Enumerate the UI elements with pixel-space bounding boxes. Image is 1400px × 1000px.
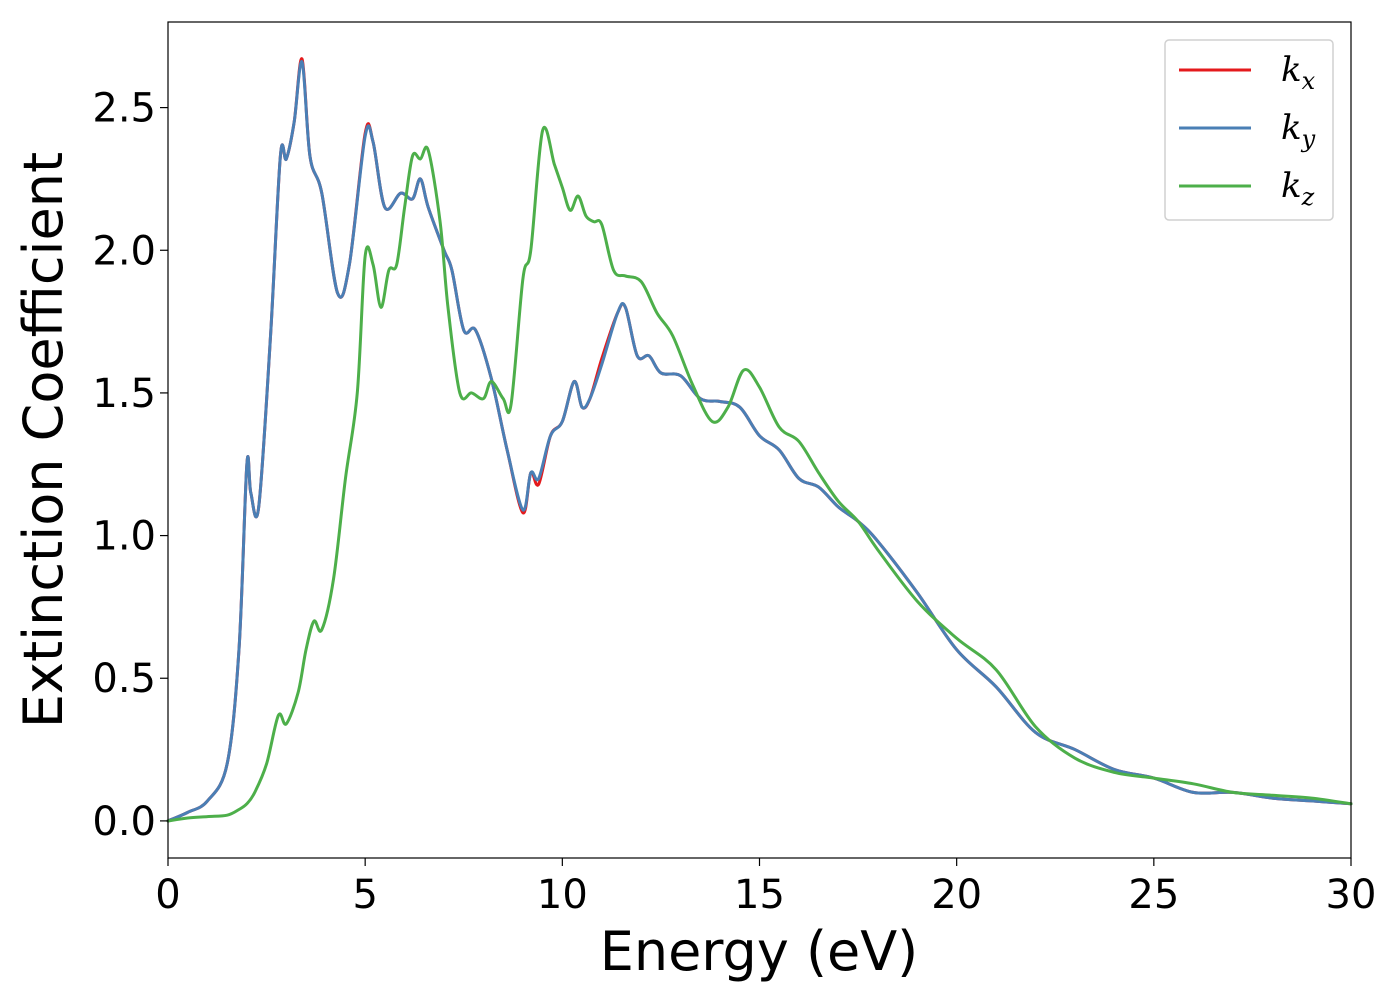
x-tick-label: 15: [734, 872, 785, 918]
x-tick-label: 25: [1128, 872, 1179, 918]
x-axis: 0 5 10 15 20 25 30: [155, 858, 1376, 918]
y-tick-label: 0.5: [92, 656, 156, 702]
x-tick-label: 5: [352, 872, 377, 918]
plot-area: [168, 22, 1351, 858]
y-tick-label: 2.0: [92, 228, 156, 274]
x-tick-label: 0: [155, 872, 180, 918]
y-tick-label: 2.5: [92, 86, 156, 132]
y-axis: 0.0 0.5 1.0 1.5 2.0 2.5: [92, 86, 168, 845]
legend-box: [1164, 39, 1334, 221]
y-axis-title: Extinction Coefficient: [12, 152, 75, 728]
series-layer: [166, 57, 1353, 823]
x-tick-label: 10: [537, 872, 588, 918]
x-axis-title: Energy (eV): [600, 920, 919, 983]
y-tick-label: 1.5: [92, 371, 156, 417]
y-tick-label: 1.0: [92, 514, 156, 560]
x-tick-label: 30: [1326, 872, 1377, 918]
series-line-kz: [166, 126, 1353, 823]
y-tick-label: 0.0: [92, 799, 156, 845]
x-tick-label: 20: [931, 872, 982, 918]
series-line-ky: [166, 60, 1353, 823]
